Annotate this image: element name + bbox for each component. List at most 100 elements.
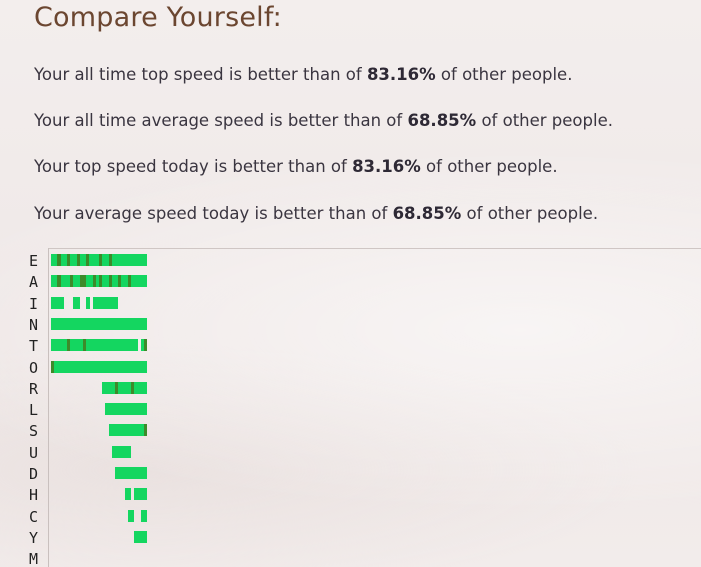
speed-cell [127,275,132,288]
stat-all-time-average-speed: Your all time average speed is better th… [34,111,613,130]
letter-row-m: M [0,549,701,567]
speed-cell [79,254,87,266]
speed-cell [134,530,148,543]
speed-cell [86,296,90,309]
stat-top-speed-today: Your top speed today is better than of 8… [34,157,558,176]
stat-prefix: Your all time average speed is better th… [34,111,408,130]
speed-cell [102,254,109,266]
speed-cell [124,488,132,501]
speed-cell [105,403,148,416]
letter-row-o: O [0,358,701,379]
chart-y-axis-line [48,248,49,567]
speed-cell [86,275,93,288]
letter-row-u: U [0,443,701,464]
speed-cell [99,254,103,266]
speed-cell [73,275,81,288]
speed-cell [67,254,71,266]
speed-cell [70,254,77,266]
stat-percentage: 83.16% [366,65,436,84]
speed-cell [108,254,113,266]
speed-cell [60,275,71,288]
letter-label: I [29,294,39,313]
speed-cell [54,360,148,373]
speed-cell [51,339,68,352]
letter-label: C [29,507,39,526]
letter-row-i: I [0,294,701,315]
stat-prefix: Your top speed today is better than of [34,157,353,176]
speed-cell [51,275,58,288]
speed-cell [51,296,65,309]
letter-label: D [29,465,39,483]
speed-cell [51,254,58,266]
letter-label: Y [29,528,39,547]
stat-prefix: Your all time top speed is better than o… [34,65,367,84]
stat-percentage: 68.85% [392,204,462,223]
speed-cell [131,275,148,288]
letter-label: A [29,273,39,292]
speed-cell [67,339,71,352]
letter-label: O [29,358,39,377]
speed-cell [115,381,119,394]
stat-suffix: of other people. [420,157,558,176]
stat-prefix: Your average speed today is better than … [34,204,393,223]
letter-row-d: D [0,464,701,485]
page-title: Compare Yourself: [34,2,282,33]
speed-cell [121,275,129,288]
letter-row-s: S [0,421,701,442]
speed-cell [95,275,100,288]
speed-cell [118,275,122,288]
speed-cell [131,381,135,394]
letter-row-a: A [0,272,701,293]
stat-suffix: of other people. [476,111,613,130]
speed-cell [134,488,148,501]
stat-all-time-top-speed: Your all time top speed is better than o… [34,65,572,84]
stat-suffix: of other people. [461,204,599,223]
speed-cell [79,275,87,288]
stat-suffix: of other people. [435,65,573,84]
letter-row-c: C [0,507,701,528]
letter-label: H [29,486,39,505]
speed-cell [115,467,148,479]
speed-cell [102,381,116,394]
chart-top-border [48,248,701,249]
speed-cell [143,339,148,352]
letter-row-t: T [0,336,701,357]
speed-cell [134,381,148,394]
speed-cell [86,339,138,352]
letter-label: U [29,443,39,462]
speed-cell [140,509,148,522]
speed-cell [102,275,109,288]
speed-cell [140,339,145,352]
letter-label: S [29,422,39,441]
letter-row-r: R [0,379,701,400]
letter-label: R [29,379,39,398]
speed-cell [108,275,113,288]
letter-row-e: E [0,251,701,272]
speed-cell [127,509,135,522]
speed-cell [73,296,81,309]
letter-label: M [29,550,39,567]
stat-percentage: 83.16% [352,157,421,176]
speed-cell [86,254,90,266]
letter-row-y: Y [0,528,701,549]
letter-label: E [29,252,39,270]
speed-cell [92,275,97,288]
speed-cell [89,254,100,266]
speed-cell [108,424,145,437]
speed-cell [76,254,81,266]
speed-cell [51,360,55,373]
speed-cell [99,275,103,288]
letter-row-l: L [0,400,701,421]
stat-average-speed-today: Your average speed today is better than … [34,204,598,223]
speed-cell [70,339,84,352]
speed-cell [57,275,61,288]
speed-cell [83,339,87,352]
letter-row-n: N [0,315,701,336]
speed-cell [51,317,148,330]
speed-cell [143,424,148,437]
letter-label: L [29,401,39,420]
letter-row-h: H [0,485,701,506]
speed-cell [92,296,119,309]
letter-label: T [29,337,39,356]
